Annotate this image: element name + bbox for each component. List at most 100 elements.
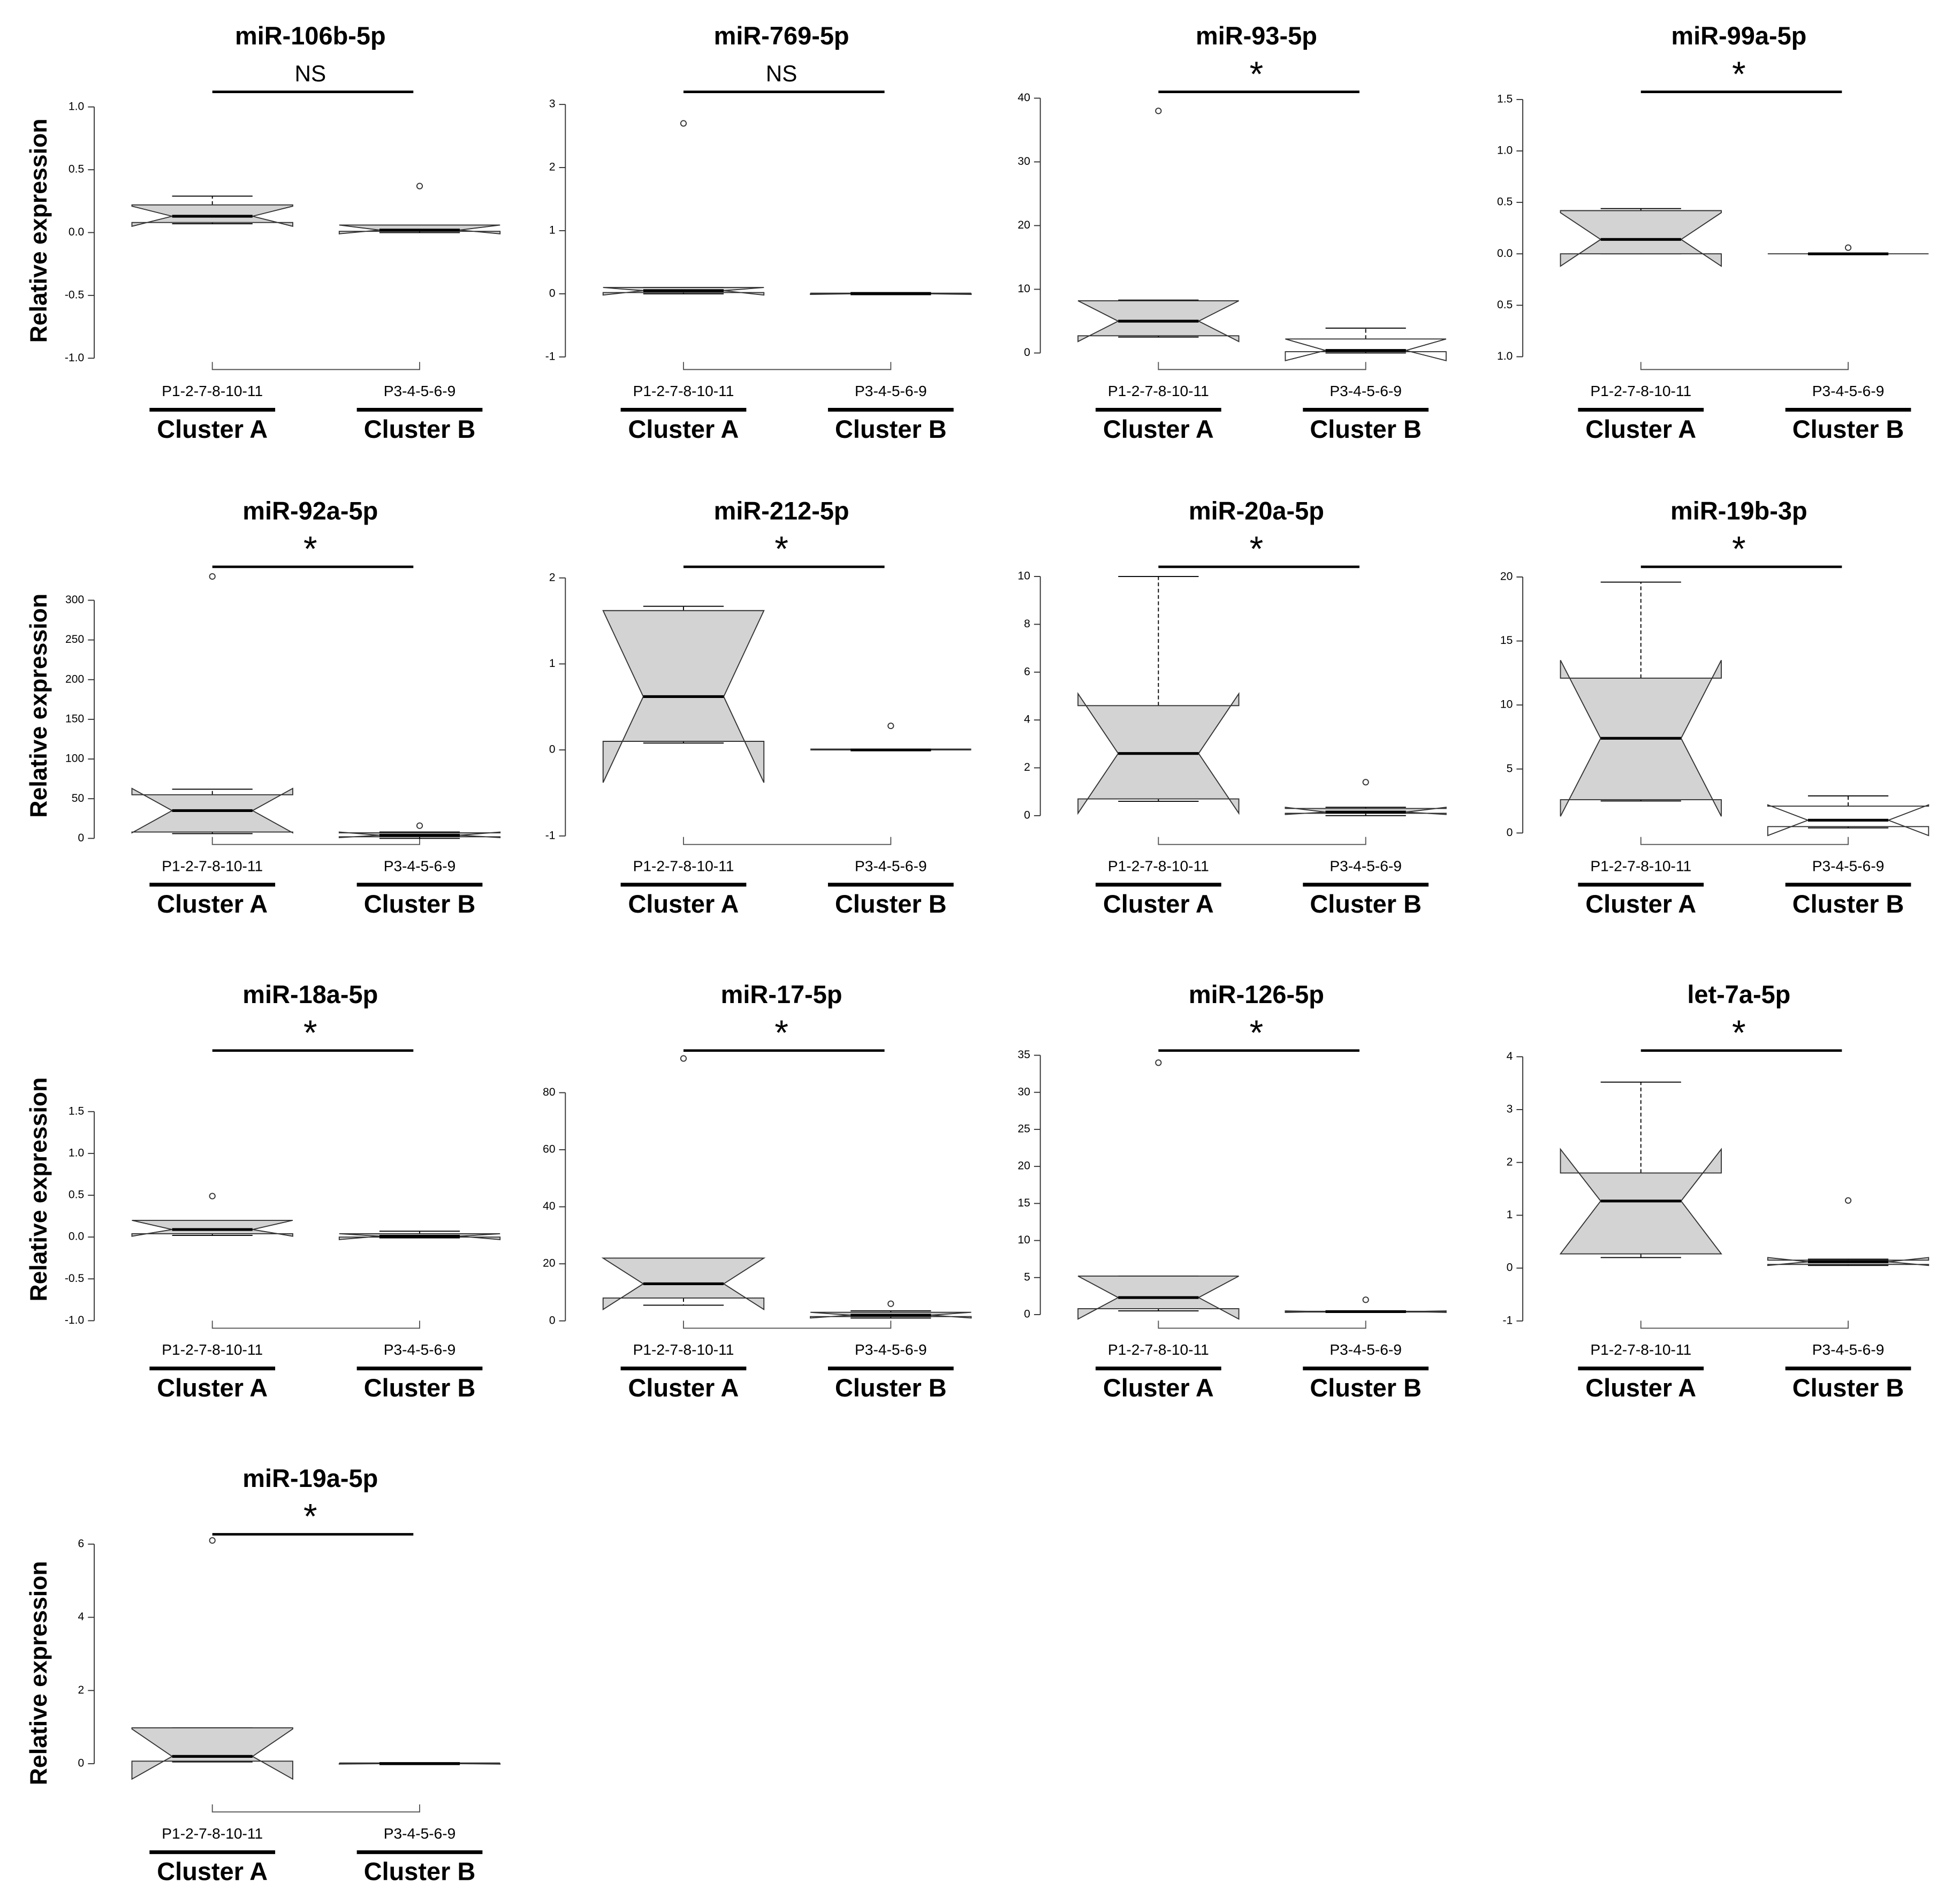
cluster-label: Cluster A <box>1103 415 1214 443</box>
outlier <box>887 722 894 730</box>
y-tick-label: -1.0 <box>65 1314 84 1326</box>
y-tick-label: -1 <box>1503 1314 1513 1326</box>
y-tick-label: -0.5 <box>65 289 84 301</box>
significance: * <box>1250 55 1264 94</box>
y-tick-label: 15 <box>1017 1197 1030 1209</box>
group-label: P1-2-7-8-10-11 <box>162 383 263 399</box>
outlier <box>1844 1197 1852 1204</box>
y-tick-label: 0 <box>549 743 556 756</box>
group-bracket <box>1158 1320 1366 1329</box>
y-tick-label: 15 <box>1500 634 1513 647</box>
group-label: P3-4-5-6-9 <box>1812 383 1885 399</box>
cluster-label: Cluster B <box>1310 890 1422 918</box>
y-tick-label: 40 <box>1017 92 1030 104</box>
y-tick-label: 200 <box>65 673 84 685</box>
cluster-label: Cluster A <box>1585 1374 1696 1402</box>
significance: * <box>1732 1013 1746 1052</box>
y-tick-label: 0 <box>1507 1262 1513 1274</box>
group-bracket <box>683 837 892 845</box>
y-tick-label: 0 <box>78 1757 85 1770</box>
group-label: P3-4-5-6-9 <box>384 1341 456 1358</box>
significance: * <box>1250 529 1264 568</box>
chart-title: miR-17-5p <box>721 981 842 1008</box>
group-bracket <box>1640 362 1849 370</box>
y-tick-label: 3 <box>549 98 556 110</box>
y-tick-label: 4 <box>1024 714 1030 726</box>
cluster-label: Cluster A <box>157 890 268 918</box>
cluster-label: Cluster B <box>1792 1374 1904 1402</box>
y-tick-label: 0.5 <box>1497 196 1513 208</box>
y-tick-label: 80 <box>543 1086 555 1098</box>
y-tick-label: 100 <box>65 753 84 765</box>
cluster-label: Cluster B <box>364 415 476 443</box>
cluster-label: Cluster B <box>835 1374 947 1402</box>
group-label: P3-4-5-6-9 <box>855 1341 927 1358</box>
group-bracket <box>1640 1320 1849 1329</box>
cluster-label: Cluster B <box>364 1374 476 1402</box>
cluster-label: Cluster A <box>628 890 739 918</box>
cluster-label: Cluster A <box>1103 890 1214 918</box>
group-bracket <box>1158 362 1366 370</box>
cluster-label: Cluster B <box>364 890 476 918</box>
group-bracket <box>1640 837 1849 845</box>
y-tick-label: 6 <box>1024 665 1030 678</box>
y-tick-label: 6 <box>78 1537 85 1550</box>
cluster-label: Cluster A <box>628 1374 739 1402</box>
y-tick-label: 20 <box>1500 571 1513 583</box>
group-label: P3-4-5-6-9 <box>855 383 927 399</box>
y-tick-label: -1 <box>545 350 556 362</box>
y-tick-label: 1.5 <box>69 1105 84 1117</box>
y-axis-label: Relative expression <box>26 119 52 343</box>
group-label: P1-2-7-8-10-11 <box>633 383 734 399</box>
outlier <box>680 120 687 127</box>
outlier <box>887 1300 894 1307</box>
significance: * <box>303 529 317 568</box>
chart-title: let-7a-5p <box>1687 981 1790 1008</box>
chart-title: miR-106b-5p <box>235 22 386 50</box>
y-tick-label: 2 <box>1024 761 1030 773</box>
group-label: P1-2-7-8-10-11 <box>1108 1341 1209 1358</box>
y-tick-label: 300 <box>65 594 84 606</box>
cluster-label: Cluster B <box>364 1858 476 1886</box>
group-label: P3-4-5-6-9 <box>1330 383 1402 399</box>
group-label: P3-4-5-6-9 <box>1330 1341 1402 1358</box>
y-tick-label: 5 <box>1024 1271 1030 1283</box>
cluster-label: Cluster A <box>1103 1374 1214 1402</box>
y-tick-label: 0 <box>1507 826 1513 839</box>
y-tick-label: 5 <box>1507 762 1513 775</box>
group-label: P3-4-5-6-9 <box>384 1825 456 1842</box>
significance: NS <box>294 61 326 86</box>
significance: * <box>1732 529 1746 568</box>
y-tick-label: 0 <box>549 1314 556 1326</box>
y-tick-label: 2 <box>549 161 556 173</box>
y-tick-label: 35 <box>1017 1049 1030 1061</box>
y-tick-label: 1.0 <box>1497 145 1513 157</box>
significance: * <box>1732 55 1746 94</box>
y-tick-label: 20 <box>1017 219 1030 231</box>
y-tick-label: 0 <box>78 832 85 844</box>
outlier <box>1362 1296 1369 1303</box>
outlier <box>1362 779 1369 786</box>
group-label: P1-2-7-8-10-11 <box>162 1825 263 1842</box>
group-bracket <box>211 1320 420 1329</box>
significance: NS <box>766 61 797 86</box>
y-tick-label: 50 <box>72 792 84 804</box>
y-axis-label: Relative expression <box>26 594 52 818</box>
y-tick-label: 10 <box>1017 283 1030 295</box>
y-tick-label: 150 <box>65 712 84 725</box>
y-tick-label: 25 <box>1017 1123 1030 1135</box>
group-bracket <box>211 837 420 845</box>
group-label: P3-4-5-6-9 <box>855 857 927 874</box>
y-tick-label: 0.5 <box>1497 299 1513 311</box>
significance: * <box>303 1497 317 1536</box>
group-label: P1-2-7-8-10-11 <box>1590 857 1691 874</box>
significance: * <box>774 529 788 568</box>
y-tick-label: 1 <box>1507 1209 1513 1221</box>
outlier <box>680 1055 687 1062</box>
y-tick-label: 20 <box>543 1257 555 1270</box>
outlier <box>416 183 423 189</box>
chart-title: miR-18a-5p <box>242 981 378 1008</box>
y-tick-label: 8 <box>1024 618 1030 630</box>
